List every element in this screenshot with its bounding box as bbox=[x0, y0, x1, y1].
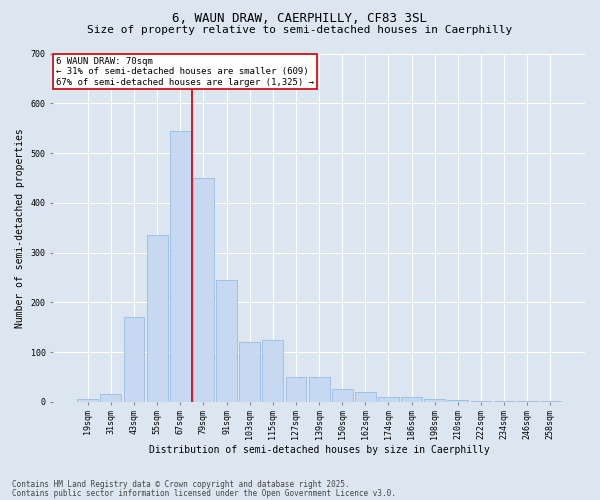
Bar bbox=[262, 340, 283, 402]
X-axis label: Distribution of semi-detached houses by size in Caerphilly: Distribution of semi-detached houses by … bbox=[149, 445, 490, 455]
Y-axis label: Number of semi-detached properties: Number of semi-detached properties bbox=[15, 128, 25, 328]
Bar bbox=[424, 400, 445, 402]
Bar bbox=[355, 392, 376, 402]
Bar bbox=[494, 401, 515, 402]
Text: 6, WAUN DRAW, CAERPHILLY, CF83 3SL: 6, WAUN DRAW, CAERPHILLY, CF83 3SL bbox=[173, 12, 427, 26]
Text: Size of property relative to semi-detached houses in Caerphilly: Size of property relative to semi-detach… bbox=[88, 25, 512, 35]
Bar bbox=[124, 317, 145, 402]
Bar bbox=[170, 130, 191, 402]
Bar bbox=[378, 397, 399, 402]
Text: Contains public sector information licensed under the Open Government Licence v3: Contains public sector information licen… bbox=[12, 488, 396, 498]
Bar bbox=[100, 394, 121, 402]
Bar bbox=[401, 397, 422, 402]
Text: Contains HM Land Registry data © Crown copyright and database right 2025.: Contains HM Land Registry data © Crown c… bbox=[12, 480, 350, 489]
Text: 6 WAUN DRAW: 70sqm
← 31% of semi-detached houses are smaller (609)
67% of semi-d: 6 WAUN DRAW: 70sqm ← 31% of semi-detache… bbox=[56, 57, 314, 87]
Bar bbox=[448, 400, 468, 402]
Bar bbox=[193, 178, 214, 402]
Bar bbox=[147, 235, 167, 402]
Bar bbox=[308, 377, 329, 402]
Bar bbox=[77, 400, 98, 402]
Bar bbox=[286, 377, 307, 402]
Bar bbox=[332, 390, 353, 402]
Bar bbox=[470, 401, 491, 402]
Bar bbox=[239, 342, 260, 402]
Bar bbox=[216, 280, 237, 402]
